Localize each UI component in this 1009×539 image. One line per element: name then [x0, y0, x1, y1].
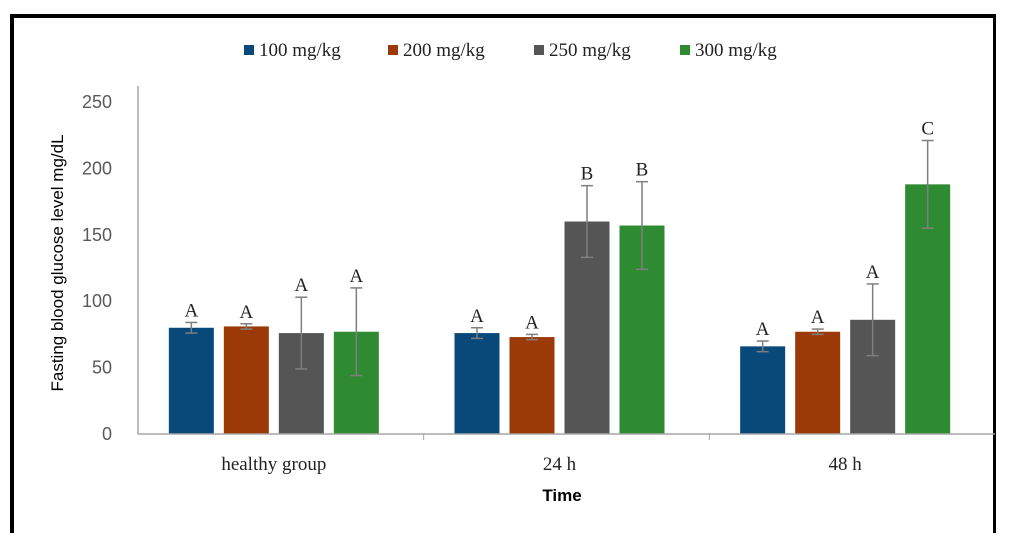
- legend-swatch: [680, 45, 690, 55]
- legend-label: 100 mg/kg: [259, 40, 341, 61]
- bar: [740, 346, 786, 434]
- significance-label: A: [239, 302, 253, 323]
- bars: [168, 184, 951, 434]
- x-axis: healthy group 24 h 48 h: [138, 433, 995, 475]
- legend-label: 300 mg/kg: [695, 40, 777, 61]
- bar: [509, 337, 555, 434]
- significance-label: B: [581, 164, 594, 185]
- x-tick-label: healthy group: [221, 454, 326, 475]
- bar: [168, 327, 214, 434]
- y-tick-label: 100: [82, 291, 112, 311]
- y-axis: 0 50 100 150 200 250: [82, 86, 139, 444]
- significance-labels: A A A A A A B B A A A C: [184, 119, 934, 341]
- y-tick-label: 0: [102, 424, 112, 444]
- x-tick-label: 24 h: [543, 454, 577, 475]
- legend: 100 mg/kg 200 mg/kg 250 mg/kg 300 mg/kg: [244, 40, 777, 61]
- y-tick-label: 250: [82, 92, 112, 112]
- significance-label: A: [349, 266, 363, 287]
- bar: [795, 331, 841, 434]
- legend-swatch: [244, 45, 254, 55]
- significance-label: A: [470, 306, 484, 327]
- chart-frame: [10, 14, 996, 533]
- x-axis-label: Time: [542, 486, 581, 505]
- significance-label: A: [811, 307, 825, 328]
- legend-swatch: [388, 45, 398, 55]
- bar: [454, 333, 500, 434]
- significance-label: A: [756, 319, 770, 340]
- legend-swatch: [534, 45, 544, 55]
- legend-label: 200 mg/kg: [403, 40, 485, 61]
- significance-label: A: [525, 312, 539, 333]
- x-tick-label: 48 h: [829, 454, 863, 475]
- significance-label: C: [921, 119, 934, 140]
- significance-label: A: [294, 275, 308, 296]
- significance-label: B: [636, 160, 649, 181]
- legend-label: 250 mg/kg: [549, 40, 631, 61]
- y-tick-label: 50: [92, 358, 112, 378]
- y-tick-label: 150: [82, 225, 112, 245]
- significance-label: A: [184, 300, 198, 321]
- bar: [223, 326, 269, 434]
- y-tick-label: 200: [82, 158, 112, 178]
- error-bars: [185, 139, 934, 377]
- significance-label: A: [866, 262, 880, 283]
- y-axis-label: Fasting blood glucose level mg/dL: [48, 134, 67, 391]
